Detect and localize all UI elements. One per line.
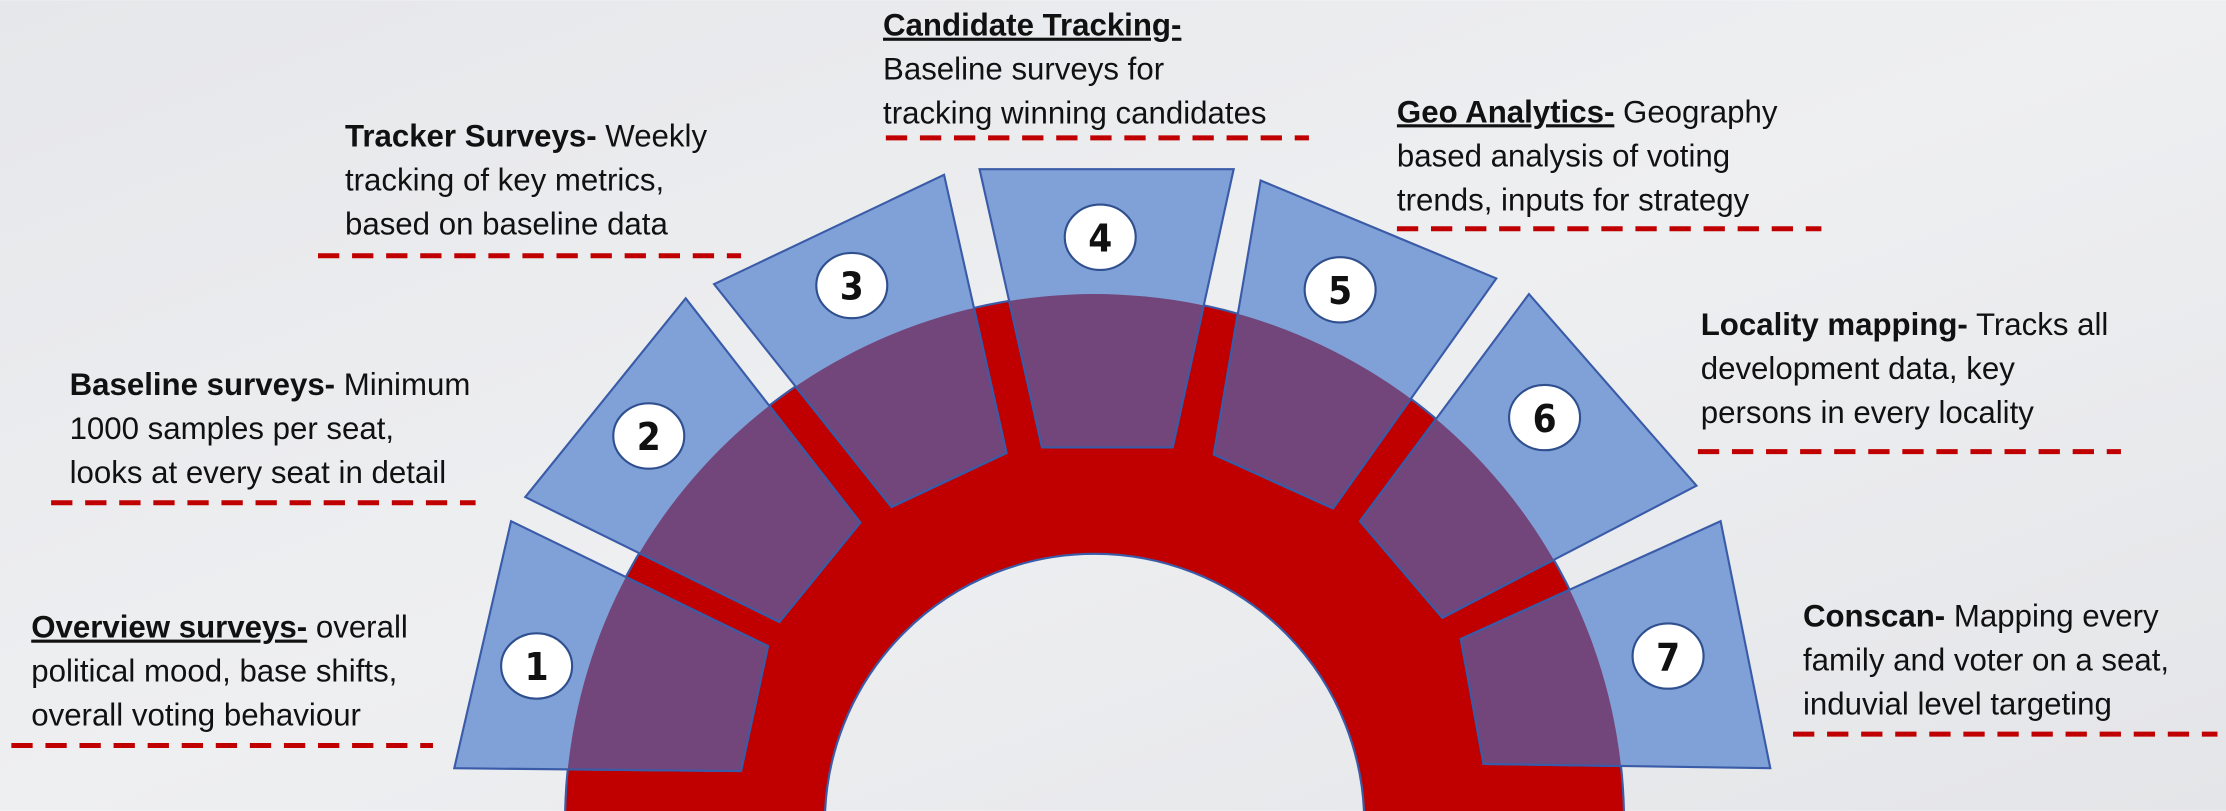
description: Conscan- Mapping every family and voter o… — [1803, 598, 2169, 721]
number-badge — [1508, 383, 1582, 452]
number: 7 — [1656, 635, 1680, 680]
number: 5 — [1328, 269, 1352, 314]
description-title: Geo Analytics- — [1397, 94, 1614, 129]
description-title: Locality mapping- — [1701, 307, 1968, 342]
number: 3 — [840, 265, 864, 310]
description-line: Mapping every — [1945, 598, 2159, 633]
number-badge — [1303, 256, 1377, 324]
segment-overlap — [978, 294, 1235, 449]
description-line: Weekly — [597, 118, 708, 153]
description-line: induvial level targeting — [1803, 686, 2112, 721]
description-line: overall — [307, 610, 408, 645]
description-line: development data, key — [1701, 351, 2016, 386]
number-badge — [1063, 203, 1137, 271]
number: 4 — [1088, 216, 1112, 261]
number-badge — [815, 251, 889, 320]
description-title: Overview surveys- — [31, 610, 307, 645]
description-line: looks at every seat in detail — [70, 455, 447, 490]
description: Baseline surveys- Minimum 1000 samples pe… — [70, 367, 471, 490]
description: Overview surveys- overall political mood,… — [31, 610, 408, 733]
description-line: 1000 samples per seat, — [70, 411, 395, 446]
description-title: Candidate Tracking- — [883, 8, 1181, 43]
number-badge — [612, 402, 686, 470]
description-line: persons in every locality — [1701, 395, 2035, 430]
description-line: Minimum — [335, 367, 470, 402]
description-line: tracking of key metrics, — [345, 162, 664, 197]
description: Locality mapping- Tracks all development … — [1701, 307, 2109, 430]
description: Geo Analytics- Geography based analysis o… — [1397, 94, 1778, 217]
number: 2 — [637, 415, 661, 460]
labels: 1 Overview surveys- overall political mood… — [11, 8, 2218, 748]
number: 1 — [525, 645, 549, 690]
description: Candidate Tracking- Baseline surveys for t… — [883, 8, 1267, 131]
description-line: overall voting behaviour — [31, 698, 361, 733]
number-badge — [1631, 622, 1705, 690]
description-title: Tracker Surveys- — [345, 118, 597, 153]
description-line: Tracks all — [1968, 307, 2109, 342]
description-title: Baseline surveys- — [70, 367, 336, 402]
number: 6 — [1533, 397, 1557, 442]
number-badge — [500, 632, 574, 700]
description-line: based analysis of voting — [1397, 138, 1730, 173]
description-line: family and voter on a seat, — [1803, 642, 2169, 677]
segment-overlap — [565, 519, 770, 773]
description-line: based on baseline data — [345, 206, 668, 241]
description-line: tracking winning candidates — [883, 96, 1267, 131]
description: Tracker Surveys- Weekly tracking of key m… — [345, 118, 708, 241]
description-title: Conscan- — [1803, 598, 1945, 633]
description-line: Geography — [1614, 94, 1778, 129]
description-line: trends, inputs for strategy — [1397, 182, 1750, 217]
description-line: political mood, base shifts, — [31, 654, 397, 689]
description-line: Baseline surveys for — [883, 52, 1164, 87]
